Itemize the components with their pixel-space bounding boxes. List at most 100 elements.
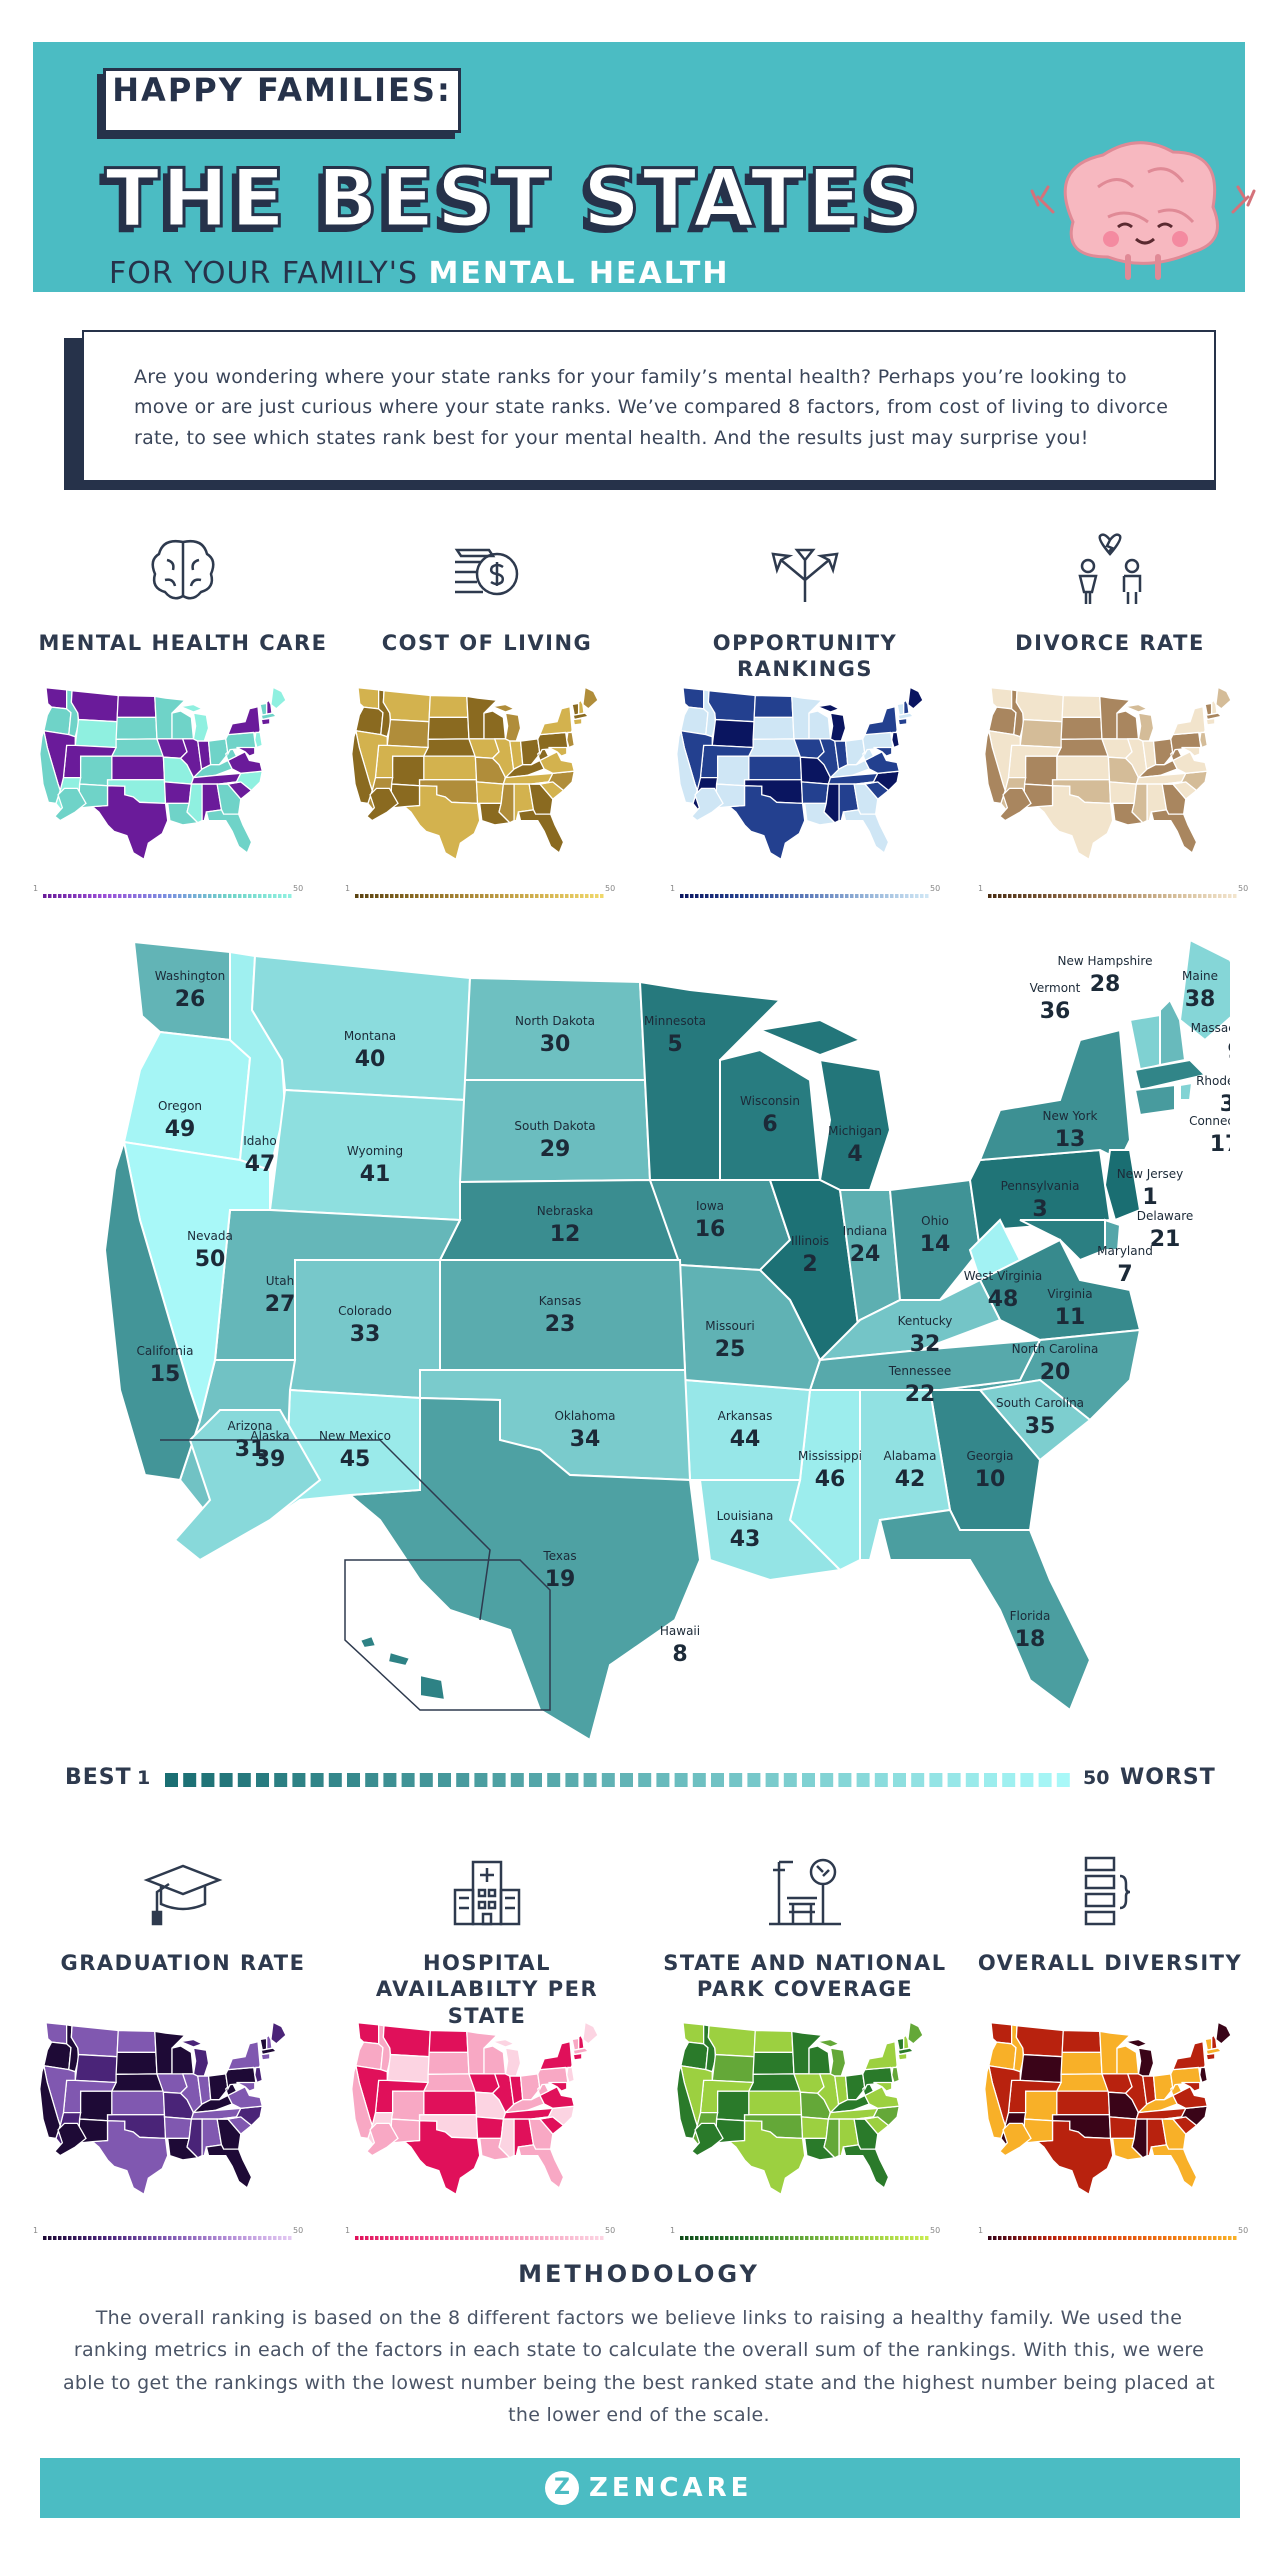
- mini-scale-swatch: [800, 894, 804, 898]
- brain-mascot-icon: [1030, 141, 1256, 280]
- mini-scale-swatch: [705, 2236, 709, 2240]
- mini-state-colorado: [78, 2090, 113, 2122]
- mini-scale-swatch: [1223, 2236, 1227, 2240]
- mini-scale-swatch: [525, 2236, 529, 2240]
- state-name-indiana: Indiana: [843, 1224, 887, 1238]
- factor-opportunity-rankings: OPPORTUNITY RANKINGS: [660, 530, 950, 683]
- legend-swatch: [911, 1773, 925, 1787]
- mini-state-texas: [90, 2120, 169, 2196]
- mini-scale-swatch: [218, 2236, 222, 2240]
- mini-scale-swatch: [1013, 2236, 1017, 2240]
- mini-state-north-carolina: [531, 770, 576, 792]
- state-connecticut: [1133, 1083, 1176, 1117]
- state-name-new-york: New York: [1043, 1109, 1098, 1123]
- state-name-minnesota: Minnesota: [644, 1014, 706, 1028]
- mini-scale-swatch: [530, 2236, 534, 2240]
- mini-scale-swatch: [700, 2236, 704, 2240]
- mini-scale-swatch: [480, 2236, 484, 2240]
- mini-state-virginia: [1172, 750, 1209, 774]
- mini-scale-swatch: [730, 2236, 734, 2240]
- mini-scale-swatch: [365, 894, 369, 898]
- mini-scale-swatch: [815, 2236, 819, 2240]
- state-name-illinois: Illinois: [791, 1234, 829, 1248]
- mini-state-maine: [270, 2021, 287, 2045]
- factor-label: STATE AND NATIONAL PARK COVERAGE: [663, 1951, 947, 2002]
- mini-state-alaska: [53, 2122, 87, 2157]
- mini-scale-swatch: [895, 894, 899, 898]
- zencare-logo-text: ZENCARE: [589, 2473, 753, 2503]
- zencare-logo-mark: Z: [545, 2471, 579, 2505]
- mini-state-massachusetts: [572, 2047, 590, 2056]
- legend-swatch: [529, 1773, 542, 1787]
- mini-scale-swatch: [440, 2236, 444, 2240]
- mini-scale-swatch: [435, 894, 439, 898]
- mini-scale-swatch: [825, 894, 829, 898]
- state-ohio: [888, 1178, 982, 1301]
- mini-state-north-dakota: [753, 694, 794, 719]
- mini-state-new-york: [226, 705, 261, 736]
- mini-scale-swatch: [43, 2236, 47, 2240]
- factor-label: OPPORTUNITY RANKINGS: [712, 631, 898, 682]
- mini-scale-swatch: [1188, 2236, 1192, 2240]
- mini-map-hospital-availability: [351, 2021, 599, 2196]
- mini-scale: 1 50: [345, 884, 615, 898]
- mini-state-wisconsin: [1116, 710, 1140, 740]
- state-hawaii: [358, 1634, 447, 1702]
- mini-scale-swatch: [133, 894, 137, 898]
- mini-scale-swatch: [1028, 894, 1032, 898]
- state-name-rhode-island: Rhode Island: [1196, 1074, 1230, 1088]
- mini-scale-swatch: [128, 894, 132, 898]
- mini-state-florida: [842, 2144, 890, 2189]
- mini-scale-swatch: [193, 2236, 197, 2240]
- mini-state-new-jersey: [891, 2066, 901, 2084]
- mini-state-california: [351, 2063, 373, 2140]
- mini-scale-swatch: [370, 2236, 374, 2240]
- mini-scale-swatch: [800, 2236, 804, 2240]
- mini-scale-swatch: [850, 2236, 854, 2240]
- mini-scale-swatch: [380, 2236, 384, 2240]
- state-rank-missouri: 25: [715, 1337, 746, 1362]
- mini-state-texas: [727, 785, 806, 861]
- state-rank-mississippi: 46: [815, 1467, 846, 1492]
- mini-scale-swatch: [1068, 2236, 1072, 2240]
- mini-scale-swatch: [53, 2236, 57, 2240]
- mini-state-virginia: [539, 2085, 576, 2109]
- state-name-massachusetts: Massachusetts: [1191, 1021, 1230, 1035]
- state-name-idaho: Idaho: [243, 1134, 276, 1148]
- mini-state-florida: [205, 809, 253, 854]
- mini-state-connecticut: [1205, 717, 1216, 726]
- mini-scale-swatch: [510, 2236, 514, 2240]
- mini-scale-high: 50: [293, 884, 304, 893]
- legend-swatch: [638, 1773, 652, 1787]
- state-name-vermont: Vermont: [1030, 981, 1081, 995]
- mini-scale-swatch: [580, 2236, 584, 2240]
- inset-frame-hawaii: [344, 1559, 551, 1711]
- mini-scale-swatch: [253, 2236, 257, 2240]
- mini-state-wyoming: [386, 2053, 430, 2084]
- mini-scale: 1 50: [345, 2226, 615, 2240]
- mini-scale-swatch: [915, 894, 919, 898]
- mini-scale-swatch: [1168, 894, 1172, 898]
- mini-scale-swatch: [203, 894, 207, 898]
- mini-state-maryland: [1181, 2081, 1201, 2092]
- mini-state-wisconsin: [808, 2045, 832, 2075]
- mini-scale-swatch: [123, 894, 127, 898]
- zencare-logo[interactable]: Z ZENCARE: [545, 2469, 748, 2507]
- mini-state-wisconsin: [483, 710, 507, 740]
- mini-scale-swatch: [1228, 894, 1232, 898]
- arrows-branch-icon: [771, 548, 839, 602]
- mini-map-divorce-rate: [984, 686, 1232, 861]
- mini-state-oregon: [988, 2041, 1017, 2071]
- mini-scale-swatch: [485, 2236, 489, 2240]
- mini-scale-swatch: [1088, 2236, 1092, 2240]
- mini-scale-swatch: [835, 894, 839, 898]
- legend-swatch: [237, 1773, 251, 1787]
- mini-scale-swatch: [560, 2236, 564, 2240]
- mini-scale-swatch: [460, 894, 464, 898]
- mini-scale-swatch: [1068, 894, 1072, 898]
- mini-scale-swatch: [915, 2236, 919, 2240]
- mini-scale-swatch: [1223, 894, 1227, 898]
- state-rank-oklahoma: 34: [570, 1427, 601, 1452]
- mini-scale-swatch: [1118, 2236, 1122, 2240]
